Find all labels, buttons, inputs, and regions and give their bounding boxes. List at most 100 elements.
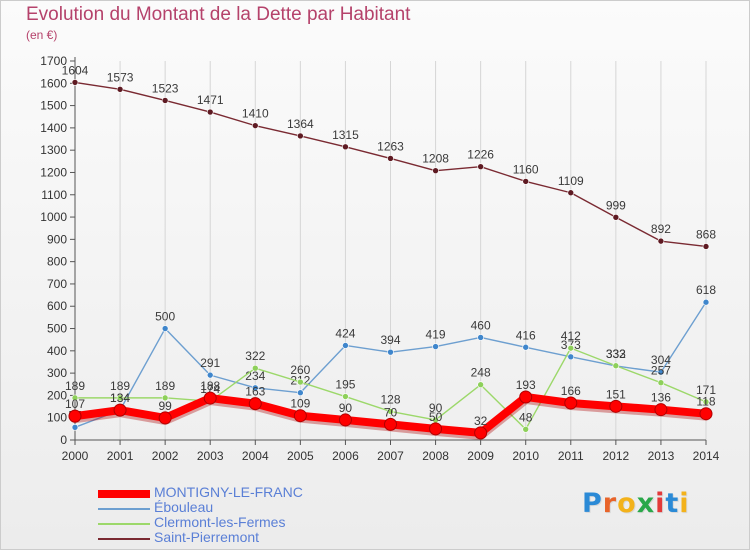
data-label-montigny-le-franc: 166 [561,384,581,398]
data-label-saint-pierremont: 1109 [558,174,584,188]
data-point-montigny-le-franc [248,397,262,411]
logo-letter: x [636,488,656,519]
data-point-clermont-les-fermes [297,378,304,386]
data-label-clermont-les-fermes: 128 [380,392,400,406]
data-point-montigny-le-franc [699,407,713,421]
data-label-montigny-le-franc: 118 [696,395,715,409]
data-point-montigny-le-franc [158,411,172,425]
data-point-clermont-les-fermes [116,394,124,402]
data-point-montigny-le-franc [293,409,307,423]
data-label-montigny-le-franc: 136 [651,391,671,405]
data-label-saint-pierremont: 1208 [422,152,449,166]
data-label-clermont-les-fermes: 171 [696,383,716,397]
data-point-clermont-les-fermes [71,394,79,402]
data-point-saint-pierremont [297,132,304,140]
y-tick-label: 700 [47,277,67,291]
x-tick-label: 2008 [422,449,449,463]
y-tick-label: 100 [47,411,67,425]
data-point-clermont-les-fermes [477,381,484,389]
data-label-montigny-le-franc: 109 [290,397,310,411]
data-label-clermont-les-fermes: 257 [651,364,671,378]
y-tick-label: 200 [47,388,67,402]
data-label-montigny-le-franc: 32 [474,414,488,428]
data-point-saint-pierremont [657,237,665,245]
data-label-e-boul-au: 424 [335,326,355,340]
data-point-montigny-le-franc [68,409,82,423]
chart-title: Evolution du Montant de la Dette par Hab… [26,4,411,25]
x-tick-label: 2002 [152,449,179,463]
data-point-montigny-le-franc [474,426,488,440]
x-tick-label: 2003 [197,449,224,463]
data-point-e-boul-au [71,423,79,431]
data-point-saint-pierremont [522,178,530,185]
data-point-saint-pierremont [161,97,169,104]
data-label-saint-pierremont: 1523 [152,81,179,95]
legend-swatch [98,537,150,540]
data-label-montigny-le-franc: 163 [245,385,265,399]
y-tick-label: 400 [47,344,67,358]
data-label-saint-pierremont: 892 [651,222,671,236]
y-tick-label: 1400 [40,121,67,135]
data-point-saint-pierremont [342,143,349,151]
data-label-saint-pierremont: 1410 [242,107,269,121]
data-point-clermont-les-fermes [702,398,710,406]
x-tick-label: 2013 [648,449,675,463]
legend-label: MONTIGNY-LE-FRANC [154,484,303,500]
data-point-clermont-les-fermes [251,364,259,372]
data-label-montigny-le-franc: 134 [110,391,130,405]
data-point-montigny-le-franc [113,403,127,417]
data-point-e-boul-au [567,353,575,361]
data-label-clermont-les-fermes: 48 [519,410,533,424]
legend-label: Saint-Pierremont [154,529,260,545]
proxiti-logo: Proxiti [582,488,690,519]
data-point-clermont-les-fermes [612,362,620,370]
data-label-e-boul-au: 416 [516,328,536,342]
data-label-montigny-le-franc: 70 [384,405,398,419]
y-tick-label: 1100 [41,188,67,202]
data-point-e-boul-au [522,343,530,351]
data-point-saint-pierremont [432,167,439,174]
data-label-saint-pierremont: 868 [696,227,716,241]
data-point-e-boul-au [342,342,349,349]
x-tick-label: 2014 [693,449,720,463]
data-label-saint-pierremont: 1263 [377,139,404,153]
y-tick-label: 600 [47,299,67,313]
x-tick-label: 2004 [242,449,269,463]
data-point-saint-pierremont [477,163,484,170]
data-point-montigny-le-franc [203,391,217,405]
legend-swatch [98,507,150,510]
data-label-clermont-les-fermes: 189 [110,379,130,393]
data-label-e-boul-au: 500 [155,310,175,324]
y-tick-label: 500 [47,322,67,336]
logo-letter: o [617,488,637,519]
data-point-montigny-le-franc [429,422,443,436]
logo-letter: i [679,488,690,519]
data-point-clermont-les-fermes [387,408,394,415]
data-label-clermont-les-fermes: 189 [155,379,175,393]
x-tick-label: 2006 [332,449,359,463]
y-tick-label: 300 [47,366,67,380]
data-point-montigny-le-franc [654,403,668,417]
data-label-e-boul-au: 394 [380,333,400,347]
data-label-montigny-le-franc: 99 [158,399,172,413]
data-label-e-boul-au: 373 [561,338,581,352]
data-label-clermont-les-fermes: 412 [561,329,581,343]
x-tick-label: 2007 [377,449,404,463]
data-label-saint-pierremont: 1315 [332,128,359,142]
data-point-e-boul-au [251,384,259,392]
data-label-e-boul-au: 291 [200,356,220,370]
data-point-clermont-les-fermes [567,344,575,352]
legend-swatch [98,522,150,525]
legend-label: Clermont-les-Fermes [154,514,286,530]
y-tick-label: 1500 [40,99,67,113]
data-label-montigny-le-franc: 188 [200,379,220,393]
data-label-e-boul-au: 304 [651,353,671,367]
data-point-montigny-le-franc [609,399,623,413]
data-point-clermont-les-fermes [161,394,169,402]
data-label-clermont-les-fermes: 333 [606,347,626,361]
y-tick-label: 1200 [40,165,67,179]
data-point-clermont-les-fermes [522,425,530,433]
data-label-clermont-les-fermes: 90 [429,401,443,415]
data-point-e-boul-au [657,368,665,376]
